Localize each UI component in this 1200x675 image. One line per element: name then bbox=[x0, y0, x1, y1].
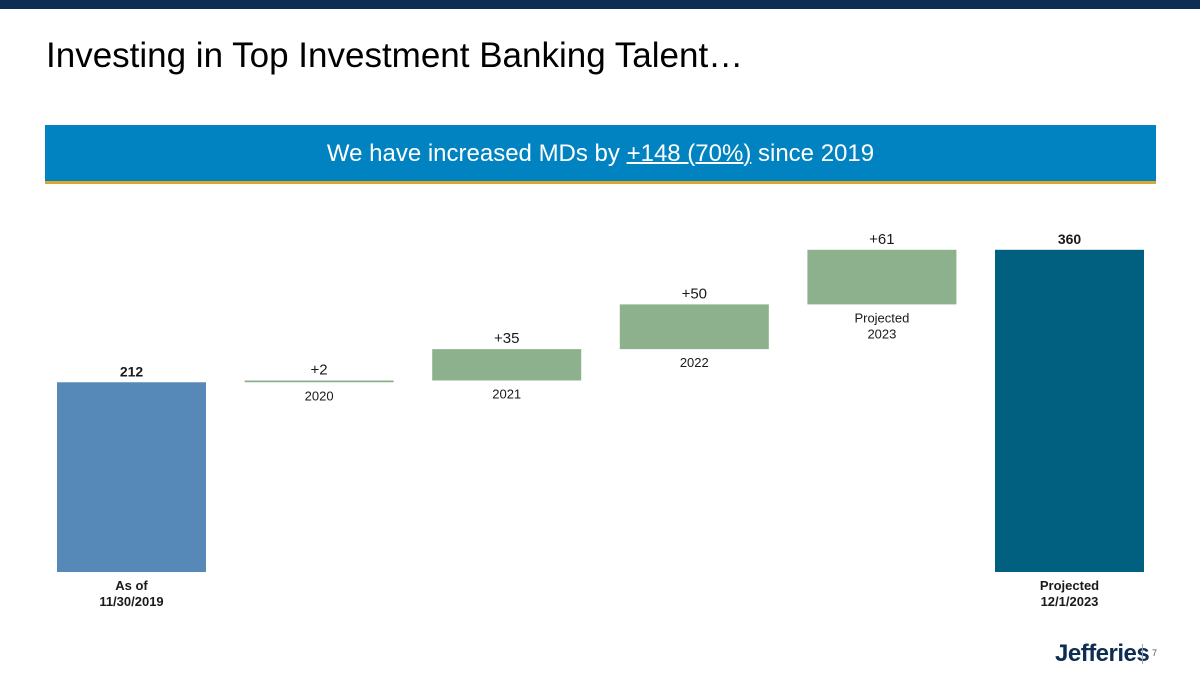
data-label-5: 360 bbox=[1058, 231, 1082, 247]
data-label-3: +50 bbox=[682, 285, 707, 302]
data-label-4: +61 bbox=[869, 231, 894, 248]
bar-3 bbox=[619, 304, 769, 350]
category-label-line: 2022 bbox=[680, 355, 709, 370]
category-label-line: Projected bbox=[854, 310, 909, 325]
page-number: 7 bbox=[1152, 648, 1158, 658]
data-label-2: +35 bbox=[494, 330, 519, 347]
category-label-5: Projected 12/1/2023 bbox=[1040, 578, 1099, 609]
category-label-1: 2020 bbox=[305, 388, 334, 403]
top-accent-bar bbox=[0, 0, 1200, 9]
category-label-0: As of 11/30/2019 bbox=[99, 578, 163, 609]
page-title: Investing in Top Investment Banking Tale… bbox=[46, 36, 744, 75]
category-label-line: Projected bbox=[1040, 578, 1099, 593]
category-label-4: Projected 2023 bbox=[854, 310, 909, 341]
banner-highlight: +148 (70%) bbox=[626, 140, 752, 167]
headline-banner: We have increased MDs by +148 (70%) sinc… bbox=[45, 125, 1156, 181]
bar-1 bbox=[244, 380, 394, 383]
bar-0 bbox=[57, 382, 206, 572]
category-label-line: 2023 bbox=[867, 326, 896, 341]
category-label-line: 2020 bbox=[305, 388, 334, 403]
category-label-line: 2021 bbox=[492, 386, 521, 401]
jefferies-logo: Jefferies bbox=[1055, 640, 1150, 667]
banner-prefix: We have increased MDs by bbox=[326, 140, 627, 167]
category-label-line: 12/1/2023 bbox=[1041, 594, 1099, 609]
bar-4 bbox=[807, 249, 957, 305]
bar-5 bbox=[995, 249, 1144, 573]
category-label-2: 2021 bbox=[492, 386, 521, 401]
category-label-line: As of bbox=[115, 578, 148, 593]
category-label-line: 11/30/2019 bbox=[99, 594, 163, 609]
bar-2 bbox=[432, 349, 582, 381]
data-label-0: 212 bbox=[120, 363, 144, 379]
banner-text: We have increased MDs by +148 (70%) sinc… bbox=[45, 125, 1156, 181]
data-label-1: +2 bbox=[311, 361, 328, 378]
banner-suffix: since 2019 bbox=[751, 140, 875, 167]
logo-divider bbox=[1142, 644, 1143, 664]
banner-rule bbox=[45, 181, 1156, 184]
category-label-3: 2022 bbox=[680, 355, 709, 370]
